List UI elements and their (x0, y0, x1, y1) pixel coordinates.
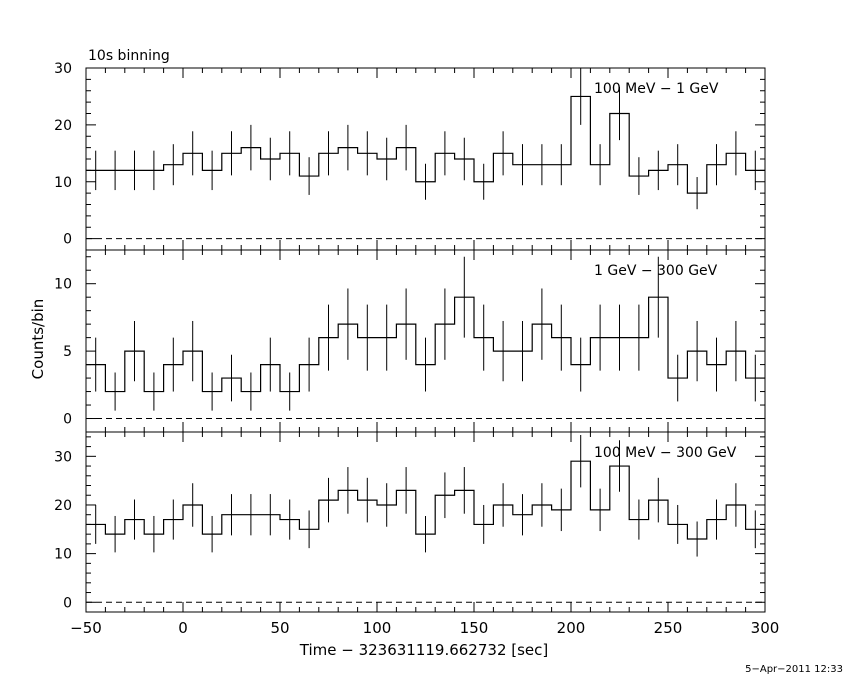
panel-label: 100 MeV − 300 GeV (594, 445, 737, 461)
panel-2: 0 5 10 1 GeV − 300 GeV (54, 249, 766, 433)
y-tick-label: 10 (54, 277, 72, 293)
x-tick-label: 150 (460, 619, 489, 637)
y-tick-label: 30 (54, 449, 72, 465)
y-axis-label: Counts/bin (29, 299, 47, 380)
x-tick-label: 50 (270, 619, 289, 637)
chart-title: 10s binning (88, 48, 170, 64)
x-tick-labels: −50 0 50 100 150 200 250 300 (70, 619, 779, 637)
y-tick-label: 20 (54, 118, 72, 134)
y-tick-label: 0 (63, 232, 72, 248)
panel-label: 1 GeV − 300 GeV (594, 263, 718, 279)
x-tick-label: 250 (654, 619, 683, 637)
panel-label: 100 MeV − 1 GeV (594, 81, 719, 97)
panel-frame (85, 431, 766, 613)
step-series (86, 95, 765, 194)
x-axis-label: Time − 323631119.662732 [sec] (299, 641, 549, 659)
y-tick-label: 10 (54, 175, 72, 191)
panel-3: 0 10 20 30 100 MeV − 300 GeV (54, 431, 766, 613)
panels-group: 0 10 20 30 100 MeV − 1 GeV 0 5 10 1 GeV − 300 Ge… (54, 61, 779, 637)
x-tick-label: 100 (363, 619, 392, 637)
x-tick-label: −50 (70, 619, 102, 637)
panel-1: 0 10 20 30 100 MeV − 1 GeV (54, 61, 766, 251)
x-tick-label: 0 (178, 619, 188, 637)
y-tick-label: 5 (63, 344, 72, 360)
step-series (86, 296, 765, 393)
y-tick-label: 0 (63, 412, 72, 428)
step-series (86, 460, 765, 540)
timestamp: 5−Apr−2011 12:33 (745, 664, 843, 675)
y-tick-label: 20 (54, 498, 72, 514)
y-tick-label: 30 (54, 61, 72, 77)
y-tick-label: 10 (54, 547, 72, 563)
x-tick-label: 300 (751, 619, 780, 637)
y-tick-label: 0 (63, 595, 72, 611)
x-tick-label: 200 (557, 619, 586, 637)
